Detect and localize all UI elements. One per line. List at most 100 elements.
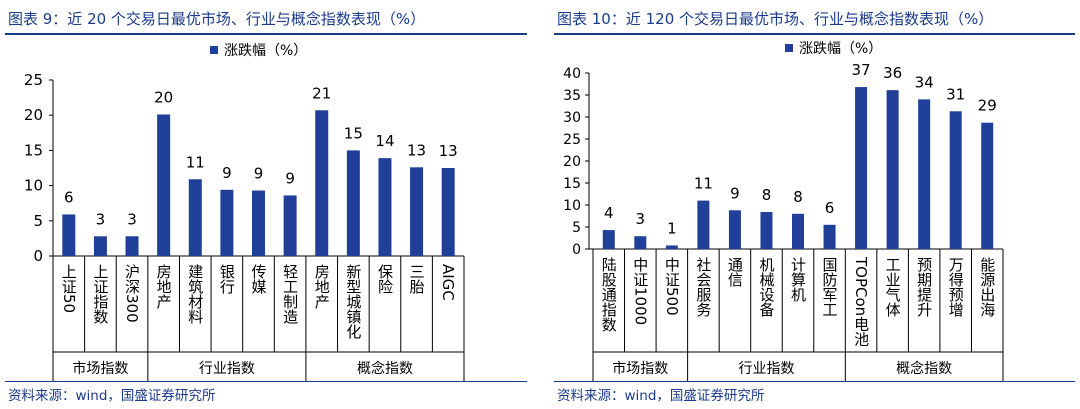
y-tick-label: 25 [24,71,43,89]
chart-title: 图表 10：近 120 个交易日最优市场、行业与概念指数表现（%） [557,10,994,28]
y-tick-label: 20 [24,106,43,124]
legend-label: 涨跌幅（%） [224,43,307,59]
group-label: 市场指数 [612,360,668,377]
data-label: 31 [946,85,965,103]
data-label: 34 [915,73,934,91]
bar [823,224,836,249]
category-label: 通信 [726,257,744,287]
category-label: 新型城镇化 [344,264,362,339]
category-label: 轻工制造 [281,264,299,325]
bar [315,110,329,256]
footer-divider [554,381,1075,382]
y-tick-label: 40 [563,66,581,82]
y-tick-label: 20 [563,154,581,170]
bar [665,245,678,249]
data-label: 3 [636,210,646,228]
bar [93,236,107,256]
y-tick-label: 30 [563,110,581,126]
category-label: 上证50 [60,264,78,313]
bar [220,189,234,256]
category-label: 房地产 [155,264,173,309]
category-label: 计算机 [789,257,807,303]
bar-chart-left: 涨跌幅（%） 0 5 10 15 20 25 市场指数 行业指数 概念指数 6 上证50 3 上证指数 3 沪… [24,43,465,381]
y-tick-label: 10 [563,198,581,214]
bar [410,167,424,256]
data-label: 3 [127,210,137,228]
legend-label: 涨跌幅（%） [799,41,882,57]
bar [792,213,804,249]
category-label: 陆股通指数 [600,257,618,332]
y-tick-label: 0 [572,242,581,258]
group-label: 行业指数 [199,361,255,377]
bar-chart-right: 涨跌幅（%） 0 5 10 15 20 25 30 35 40 市场指数 行业指数 概念指数 4 陆股通指数… [563,41,1004,381]
category-label: TOPCon电池 [852,256,870,346]
data-label: 29 [978,97,997,115]
y-tick-label: 10 [24,177,43,195]
source-note: 资料来源：wind，国盛证券研究所 [557,388,765,404]
category-label: 沪深300 [123,264,141,323]
data-label: 36 [883,64,902,82]
category-label: 能源出海 [978,257,996,317]
data-label: 9 [222,164,232,182]
data-label: 11 [186,153,205,171]
bar [157,114,171,256]
data-label: 4 [604,204,614,222]
y-tick-label: 15 [563,176,581,192]
category-label: 三胎 [408,264,426,295]
data-label: 1 [667,219,677,237]
data-label: 37 [852,61,871,79]
data-label: 14 [375,132,394,150]
data-label: 6 [64,188,74,206]
group-label: 行业指数 [738,361,794,377]
data-label: 13 [407,141,426,159]
y-tick-label: 5 [572,220,581,236]
bar [252,190,265,256]
category-label: 社会服务 [694,257,712,318]
source-note: 资料来源：wind，国盛证券研究所 [8,388,216,404]
category-label: 传媒 [250,264,268,294]
category-label: 保险 [376,264,394,294]
y-tick-label: 0 [33,247,43,265]
bar [283,195,297,256]
bar [886,90,899,249]
bar [949,111,962,249]
title-divider [554,33,1075,35]
category-label: 上证指数 [91,264,109,324]
data-label: 13 [439,142,458,160]
chart-title: 图表 9：近 20 个交易日最优市场、行业与概念指数表现（%） [8,10,426,28]
data-label: 9 [730,184,740,202]
bar [188,179,202,256]
y-tick-label: 5 [33,212,43,230]
title-divider [5,33,527,35]
category-label: 中证1000 [631,257,649,325]
category-label: 中证500 [663,257,681,316]
chart-panel-left: 图表 9：近 20 个交易日最优市场、行业与概念指数表现（%） 涨跌幅（%） 0 5… [0,0,530,409]
bar [634,236,647,249]
bar [918,99,931,250]
bar [760,212,773,249]
data-label: 15 [344,124,363,142]
bar [378,158,392,256]
category-label: 房地产 [313,264,331,309]
data-label: 21 [312,84,331,102]
bar [697,200,710,249]
data-label: 20 [154,88,173,106]
group-label: 概念指数 [896,360,952,377]
bar [125,236,139,256]
category-label: 建筑材料 [186,264,204,324]
group-label: 概念指数 [357,360,413,377]
group-label: 市场指数 [72,360,128,377]
y-tick-label: 35 [563,88,581,104]
data-label: 9 [254,165,264,183]
bar [346,150,360,256]
category-label: AIGC [439,264,457,301]
y-tick-label: 15 [24,141,43,159]
bar [62,214,76,256]
legend-swatch [785,44,793,52]
category-label: 工业气体 [884,257,902,317]
data-label: 3 [96,210,106,228]
category-label: 银行 [218,264,236,295]
category-label: 机械设备 [757,257,775,317]
data-label: 11 [694,175,713,193]
y-tick-label: 25 [563,132,581,148]
